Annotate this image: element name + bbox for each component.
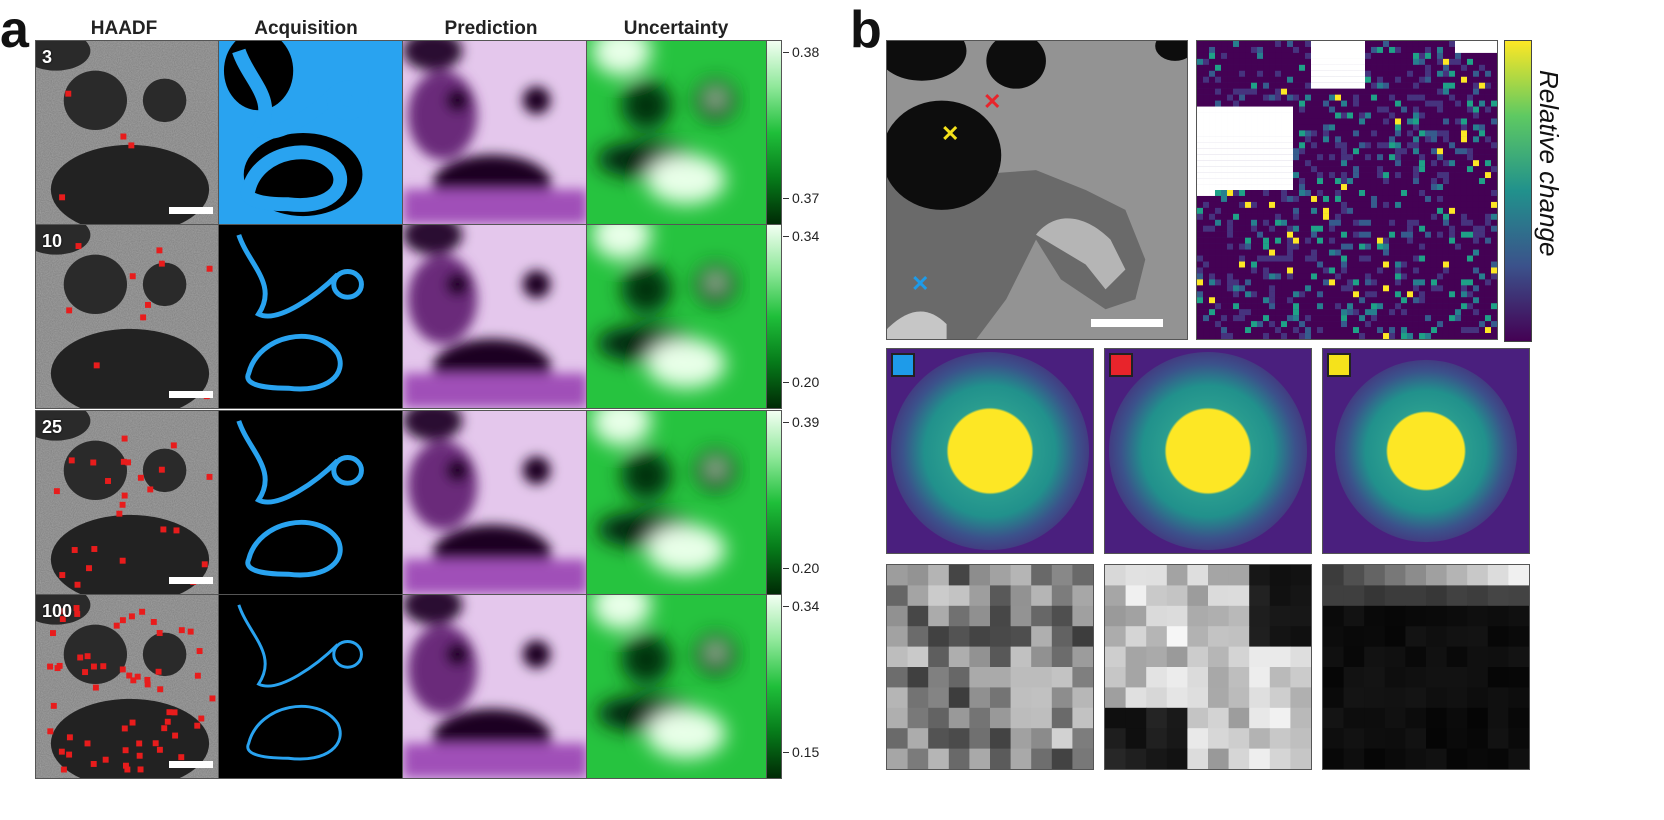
diffraction-pattern-yellow xyxy=(1322,348,1530,554)
uncertainty-colorbar xyxy=(766,224,782,409)
diffraction-pattern-red xyxy=(1104,348,1312,554)
red-marker-icon: ✕ xyxy=(983,89,1002,114)
acquisition-map xyxy=(218,224,405,409)
uncertainty-colorbar xyxy=(766,594,782,779)
blue-swatch-icon xyxy=(891,353,915,377)
uncertainty-colorbar xyxy=(766,410,782,595)
scale-bar xyxy=(1091,319,1163,327)
colorbar-min: 0.15 xyxy=(782,744,820,760)
prediction-map xyxy=(402,410,589,595)
scale-bar xyxy=(169,761,213,768)
uncertainty-colorbar xyxy=(766,40,782,225)
panel-label-b: b xyxy=(850,1,882,59)
pixel-patch-red xyxy=(1104,564,1312,770)
header-acquisition: Acquisition xyxy=(254,18,358,39)
step-count: 100 xyxy=(42,601,73,621)
uncertainty-map xyxy=(586,594,773,779)
header-prediction: Prediction xyxy=(444,18,538,39)
uncertainty-map xyxy=(586,40,773,225)
pixel-patch-blue xyxy=(886,564,1094,770)
panel-label-a: a xyxy=(0,1,29,59)
uncertainty-map xyxy=(586,224,773,409)
segmentation-map: ✕ ✕ ✕ xyxy=(886,40,1188,340)
relative-change-colorbar xyxy=(1504,40,1532,342)
yellow-marker-icon: ✕ xyxy=(941,121,960,146)
uncertainty-map xyxy=(586,410,773,595)
colorbar-min: 0.37 xyxy=(782,190,820,206)
colorbar-max: 0.34 xyxy=(782,598,820,614)
prediction-map xyxy=(402,594,589,779)
red-swatch-icon xyxy=(1109,353,1133,377)
colorbar-max: 0.39 xyxy=(782,414,820,430)
yellow-swatch-icon xyxy=(1327,353,1351,377)
step-count: 25 xyxy=(42,417,63,437)
colorbar-max: 0.38 xyxy=(782,44,820,60)
colorbar-max: 0.34 xyxy=(782,228,820,244)
scale-bar xyxy=(169,391,213,398)
diffraction-pattern-blue xyxy=(886,348,1094,554)
pixel-patch-yellow xyxy=(1322,564,1530,770)
colorbar-label: Relative change xyxy=(1534,70,1564,257)
step-count: 3 xyxy=(42,47,53,67)
header-uncertainty: Uncertainty xyxy=(623,18,729,39)
colorbar-min: 0.20 xyxy=(782,374,820,390)
acquisition-map xyxy=(218,594,405,779)
haadf-image: 10 xyxy=(35,224,222,409)
step-count: 10 xyxy=(42,231,63,251)
header-haadf: HAADF xyxy=(90,18,158,39)
scale-bar xyxy=(169,207,213,214)
haadf-image: 100 xyxy=(35,594,222,779)
prediction-map xyxy=(402,224,589,409)
blue-marker-icon: ✕ xyxy=(911,271,930,296)
colorbar-min: 0.20 xyxy=(782,560,820,576)
relative-change-map xyxy=(1196,40,1498,340)
haadf-image: 25 xyxy=(35,410,222,595)
scale-bar xyxy=(169,577,213,584)
prediction-map xyxy=(402,40,589,225)
haadf-image: 3 xyxy=(35,40,222,225)
acquisition-map xyxy=(218,40,405,225)
acquisition-map xyxy=(218,410,405,595)
